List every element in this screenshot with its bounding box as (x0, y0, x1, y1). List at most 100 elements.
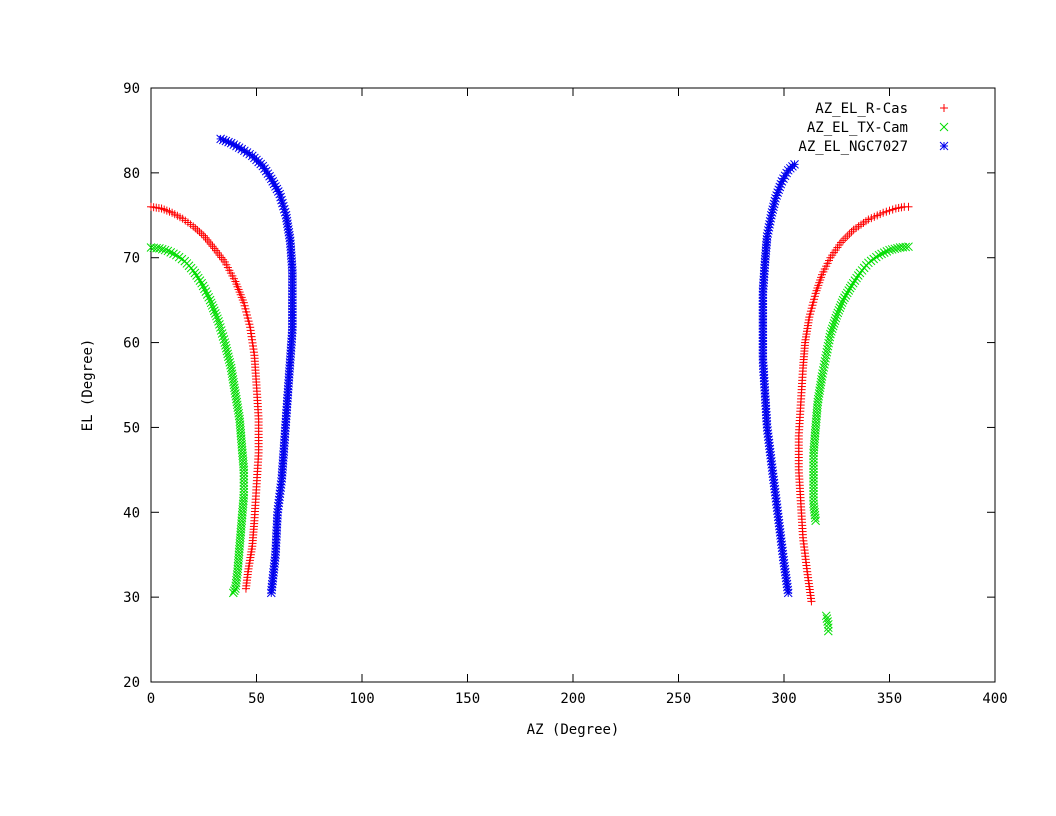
data-point (864, 258, 873, 268)
data-point (212, 311, 221, 321)
data-point (831, 313, 841, 323)
axis-ticks: 0 50 100 150 200 250 300 350 400 20 30 40 50 60 70 80 90 (123, 81, 1008, 707)
data-point (841, 290, 851, 300)
data-point (221, 341, 230, 350)
data-point (231, 584, 240, 594)
data-point (879, 248, 889, 257)
data-point (890, 244, 900, 254)
x-axis-label: AZ (Degree) (527, 722, 620, 738)
y-tick-label: 60 (123, 336, 140, 352)
x-tick-label: 400 (982, 691, 1007, 707)
data-point (850, 276, 860, 285)
series-1 (146, 242, 913, 636)
data-point (206, 298, 216, 308)
x-tick-label: 250 (666, 691, 691, 707)
data-point (827, 324, 837, 334)
data-point (877, 249, 886, 259)
data-point (809, 489, 818, 499)
legend-label: AZ_EL_NGC7027 (798, 139, 908, 155)
y-tick-label: 40 (123, 505, 140, 521)
data-point (809, 473, 818, 483)
data-point (869, 254, 879, 264)
data-point (239, 478, 249, 487)
data-point (887, 245, 897, 254)
data-point (197, 229, 206, 238)
data-point (202, 290, 212, 299)
data-point (204, 292, 214, 302)
data-point (809, 454, 818, 464)
data-point (893, 243, 902, 253)
data-point (823, 619, 833, 629)
data-point (809, 464, 818, 474)
data-point (809, 467, 818, 477)
data-point (901, 242, 911, 252)
data-point (201, 287, 211, 297)
data-point (843, 232, 852, 241)
data-point (210, 244, 219, 253)
x-tick-label: 300 (771, 691, 796, 707)
data-point (200, 284, 209, 294)
legend-label: AZ_EL_R-Cas (815, 101, 908, 117)
data-point (866, 256, 876, 266)
data-point (160, 245, 170, 255)
data-point (834, 305, 844, 315)
data-point (191, 224, 200, 233)
data-point (232, 141, 241, 151)
data-point (155, 244, 164, 253)
data-point (882, 246, 892, 256)
data-point (847, 227, 856, 236)
data-point (239, 481, 249, 491)
y-tick-label: 70 (123, 251, 140, 267)
data-point (241, 584, 250, 593)
x-tick-label: 100 (349, 691, 374, 707)
data-point (845, 283, 855, 293)
plot-frame (150, 87, 996, 683)
data-point (809, 499, 818, 509)
data-point (809, 486, 818, 496)
data-point (239, 465, 249, 475)
y-tick-label: 20 (123, 675, 140, 691)
data-point (208, 242, 217, 251)
data-point (220, 338, 230, 347)
data-point (224, 355, 234, 364)
data-point (218, 332, 228, 341)
x-tick-label: 0 (147, 691, 155, 707)
data-point (825, 332, 835, 342)
x-tick-label: 200 (560, 691, 585, 707)
data-point (215, 323, 225, 332)
data-point (822, 614, 832, 623)
data-point (169, 249, 178, 259)
data-point (192, 271, 201, 280)
data-point (821, 611, 831, 621)
data-point (828, 321, 838, 331)
data-point (229, 586, 239, 596)
data-point (809, 470, 818, 480)
data-point (809, 480, 818, 490)
data-point (239, 484, 249, 494)
data-point (826, 329, 835, 339)
data-point (189, 222, 198, 231)
data-point (836, 300, 846, 310)
data-point (833, 308, 843, 318)
data-point (213, 314, 222, 324)
data-point (842, 288, 852, 298)
data-point (213, 248, 222, 257)
data-point (201, 233, 210, 242)
x-tick-label: 350 (877, 691, 902, 707)
data-point (838, 295, 848, 305)
data-point (809, 483, 818, 493)
data-point (823, 623, 833, 633)
data-point (224, 352, 233, 362)
data-point (221, 343, 231, 353)
data-point (217, 329, 227, 338)
data-point (837, 298, 847, 308)
data-point (195, 276, 205, 285)
data-point (208, 303, 218, 313)
data-point (225, 358, 235, 367)
data-point (193, 273, 203, 283)
data-point (874, 250, 884, 260)
data-point (163, 246, 173, 256)
data-point (193, 226, 202, 235)
data-point (844, 286, 854, 295)
